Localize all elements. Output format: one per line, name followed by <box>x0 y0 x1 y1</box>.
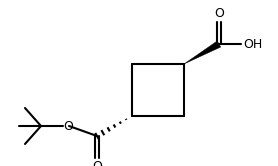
Polygon shape <box>184 41 221 64</box>
Text: O: O <box>63 120 73 132</box>
Text: OH: OH <box>243 38 262 50</box>
Text: O: O <box>92 160 102 166</box>
Text: O: O <box>214 7 224 20</box>
